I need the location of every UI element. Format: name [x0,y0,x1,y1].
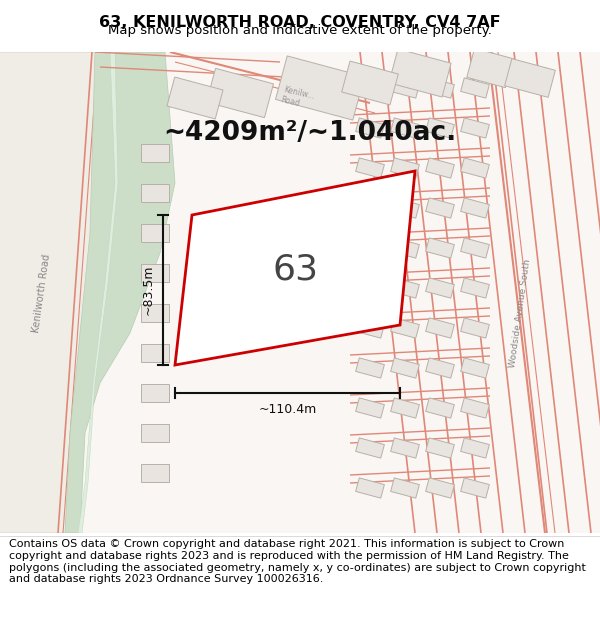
Polygon shape [461,398,490,418]
Polygon shape [391,198,419,218]
Polygon shape [275,56,364,120]
Polygon shape [356,398,385,418]
Polygon shape [0,52,110,533]
Polygon shape [175,171,415,365]
Text: Woodside Avenue South: Woodside Avenue South [508,258,532,368]
Polygon shape [141,344,169,362]
Polygon shape [356,438,385,458]
Polygon shape [425,358,454,378]
Polygon shape [356,238,385,258]
Polygon shape [356,318,385,338]
Polygon shape [65,52,175,533]
Polygon shape [425,198,454,218]
Polygon shape [141,224,169,242]
Polygon shape [391,318,419,338]
Polygon shape [425,238,454,258]
Polygon shape [461,118,490,138]
Polygon shape [206,68,274,118]
Polygon shape [141,264,169,282]
Polygon shape [461,478,490,498]
Text: Kenilworth Road: Kenilworth Road [32,253,52,333]
Polygon shape [461,78,490,98]
Polygon shape [342,61,398,105]
Polygon shape [391,358,419,378]
Polygon shape [356,158,385,178]
Polygon shape [425,158,454,178]
Polygon shape [141,184,169,202]
Polygon shape [461,318,490,338]
Polygon shape [78,52,118,533]
Polygon shape [141,384,169,402]
Polygon shape [167,77,223,119]
Text: Map shows position and indicative extent of the property.: Map shows position and indicative extent… [108,24,492,38]
Polygon shape [425,278,454,298]
Polygon shape [356,118,385,138]
Polygon shape [391,118,419,138]
Polygon shape [141,424,169,442]
Polygon shape [141,464,169,482]
Polygon shape [391,78,419,98]
Polygon shape [0,52,600,533]
Polygon shape [505,59,556,98]
Polygon shape [391,478,419,498]
Text: 63, KENILWORTH ROAD, COVENTRY, CV4 7AF: 63, KENILWORTH ROAD, COVENTRY, CV4 7AF [99,14,501,29]
Polygon shape [461,278,490,298]
Polygon shape [425,318,454,338]
Polygon shape [425,438,454,458]
Text: 63: 63 [272,252,319,286]
Polygon shape [467,48,513,88]
Polygon shape [391,238,419,258]
Polygon shape [356,478,385,498]
Polygon shape [391,398,419,418]
Polygon shape [141,144,169,162]
Polygon shape [461,158,490,178]
Polygon shape [141,304,169,322]
Polygon shape [391,278,419,298]
Polygon shape [461,358,490,378]
Text: Contains OS data © Crown copyright and database right 2021. This information is : Contains OS data © Crown copyright and d… [9,539,586,584]
Polygon shape [425,398,454,418]
Text: Kenilw...
Road: Kenilw... Road [280,85,315,111]
Polygon shape [461,238,490,258]
Polygon shape [425,478,454,498]
Polygon shape [389,49,451,97]
Text: ~110.4m: ~110.4m [259,403,317,416]
Text: ~4209m²/~1.040ac.: ~4209m²/~1.040ac. [163,120,457,146]
Polygon shape [425,78,454,98]
Polygon shape [391,158,419,178]
Polygon shape [356,78,385,98]
Polygon shape [356,358,385,378]
Polygon shape [461,438,490,458]
Polygon shape [356,278,385,298]
Polygon shape [425,118,454,138]
Polygon shape [391,438,419,458]
Text: ~83.5m: ~83.5m [142,265,155,315]
Polygon shape [461,198,490,218]
Polygon shape [356,198,385,218]
